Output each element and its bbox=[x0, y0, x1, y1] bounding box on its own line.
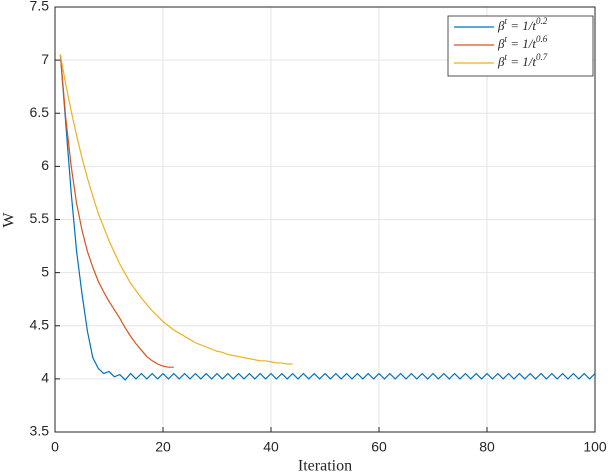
data-line bbox=[59, 54, 596, 381]
x-axis-label: Iteration bbox=[298, 458, 352, 475]
y-axis-label: W bbox=[1, 212, 18, 228]
y-tick-label: 4 bbox=[41, 370, 49, 386]
x-tick-label: 20 bbox=[155, 439, 171, 455]
x-tick-label: 100 bbox=[583, 439, 607, 455]
y-tick-label: 7.5 bbox=[30, 0, 50, 14]
data-line bbox=[59, 54, 174, 368]
x-tick-label: 60 bbox=[371, 439, 387, 455]
x-tick-label: 0 bbox=[51, 439, 59, 455]
axes-box bbox=[54, 6, 596, 433]
legend-box bbox=[447, 15, 594, 77]
x-tick-label: 40 bbox=[263, 439, 279, 455]
y-tick-label: 4.5 bbox=[30, 316, 50, 332]
data-line bbox=[59, 54, 293, 365]
y-tick-label: 5.5 bbox=[30, 210, 50, 226]
x-tick-label: 80 bbox=[479, 439, 495, 455]
legend-label: βt = 1/t0.2 bbox=[497, 16, 548, 33]
y-tick-label: 3.5 bbox=[30, 423, 50, 439]
legend-label: βt = 1/t0.6 bbox=[497, 34, 548, 51]
legend-label: βt = 1/t0.7 bbox=[497, 52, 548, 69]
y-tick-label: 7 bbox=[41, 51, 49, 67]
y-tick-label: 6.5 bbox=[30, 104, 50, 120]
y-tick-label: 6 bbox=[41, 157, 49, 173]
y-tick-label: 5 bbox=[41, 263, 49, 279]
